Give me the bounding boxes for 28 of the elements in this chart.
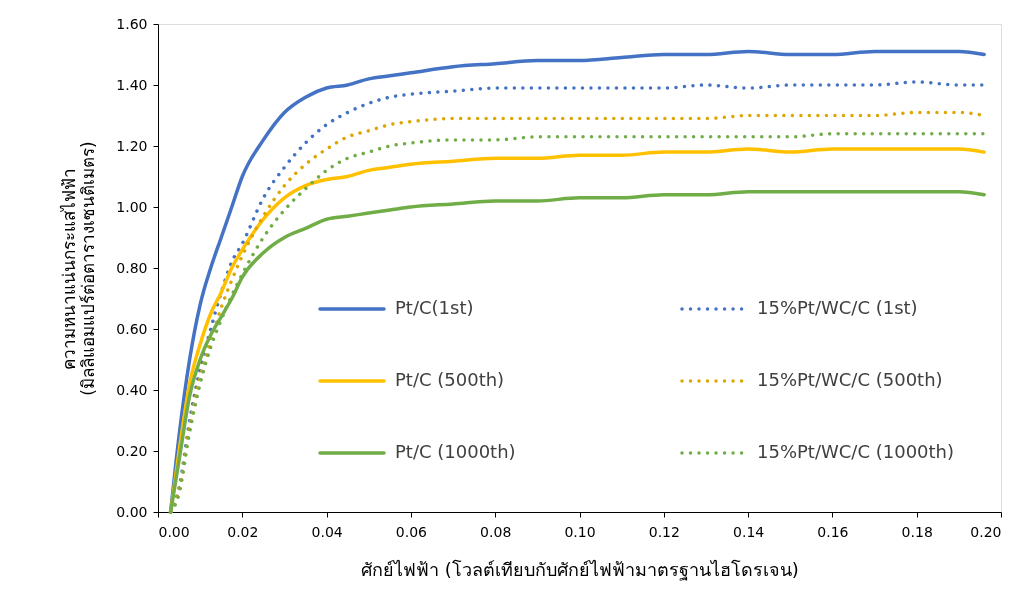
y-tick-label: 0.80 (116, 259, 148, 276)
y-tick-label: 1.00 (116, 198, 148, 215)
y-tick-label: 1.20 (116, 137, 148, 154)
y-tick-label: 0.40 (116, 381, 148, 398)
y-tick-label: 1.60 (116, 15, 148, 32)
x-tick-label: 0.08 (480, 523, 512, 540)
x-tick-label: 0.12 (648, 523, 680, 540)
legend-label: Pt/C(1st) (395, 297, 474, 318)
x-tick-label: 0.04 (311, 523, 343, 540)
legend-label: 15%Pt/WC/C (1st) (757, 297, 918, 318)
x-tick-label: 0.20 (970, 523, 1002, 540)
x-tick-label: 0.06 (395, 523, 428, 540)
legend-label: Pt/C (500th) (395, 369, 505, 390)
y-tick-label: 0.00 (116, 503, 148, 520)
x-tick-label: 0.14 (733, 523, 765, 540)
legend-label: 15%Pt/WC/C (1000th) (757, 441, 955, 462)
x-axis-title: ศักย์ไฟฟ้า (โวลต์เทียบกับศักย์ไฟฟ้ามาตรฐานไฮโดรเจน) (361, 558, 799, 581)
x-tick-label: 0.02 (227, 523, 259, 540)
y-tick-label: 0.20 (116, 442, 148, 459)
y-tick-label: 1.40 (116, 76, 148, 93)
legend-label: Pt/C (1000th) (395, 441, 516, 462)
y-axis-title: ความหนาแน่นกระแสไฟฟ้า (มิลลิแอมแปร์ต่อตารางเซนติเมตร) (59, 141, 99, 396)
y-tick-label: 0.60 (116, 320, 148, 337)
x-tick-label: 0.00 (158, 523, 190, 540)
x-tick-label: 0.18 (901, 523, 933, 540)
x-tick-label: 0.16 (817, 523, 849, 540)
legend-label: 15%Pt/WC/C (500th) (757, 369, 943, 390)
x-tick-label: 0.10 (564, 523, 596, 540)
